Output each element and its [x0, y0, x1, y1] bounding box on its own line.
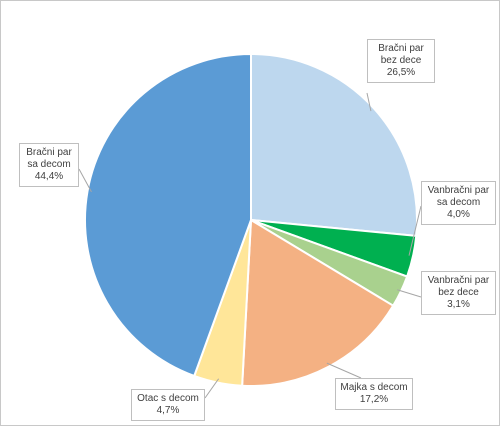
callout-value: 4,7%	[156, 405, 180, 416]
leader-line	[366, 92, 372, 112]
callout-majka-s-decom: Majka s decom 17,2%	[335, 378, 413, 410]
callout-label-line: Bračni par	[378, 43, 424, 54]
leader-line	[78, 168, 92, 193]
callout-value: 44,4%	[34, 171, 64, 182]
callout-vanbracni-par-sa-decom: Vanbračni par sa decom 4,0%	[421, 181, 496, 225]
callout-label-line: sa decom	[27, 159, 71, 170]
callout-label-line: bez dece	[380, 55, 422, 66]
pie-slice	[241, 218, 395, 387]
callout-value: 3,1%	[447, 299, 470, 310]
callout-label-line: Bračni par	[26, 147, 72, 158]
callout-label-line: bez dece	[438, 287, 479, 298]
callout-bracni-par-sa-decom: Bračni par sa decom 44,4%	[19, 143, 79, 187]
callout-label-line: Vanbračni par	[427, 275, 490, 286]
callout-value: 26,5%	[386, 67, 416, 78]
callout-vanbracni-par-bez-dece: Vanbračni par bez dece 3,1%	[421, 271, 496, 315]
leader-line	[204, 378, 220, 399]
leader-line	[326, 362, 362, 379]
callout-otac-s-decom: Otac s decom 4,7%	[131, 389, 205, 421]
pie-slice	[250, 52, 418, 237]
callout-value: 17,2%	[359, 394, 389, 405]
callout-bracni-par-bez-dece: Bračni par bez dece 26,5%	[367, 39, 435, 83]
callout-label-line: sa decom	[436, 197, 481, 208]
callout-label-line: Majka s decom	[340, 382, 408, 393]
leader-line	[408, 205, 422, 256]
leader-line	[397, 289, 422, 298]
callout-label-line: Vanbračni par	[427, 185, 490, 196]
pie-slice	[84, 52, 252, 378]
callout-value: 4,0%	[447, 209, 470, 220]
callout-label-line: Otac s decom	[137, 393, 199, 404]
